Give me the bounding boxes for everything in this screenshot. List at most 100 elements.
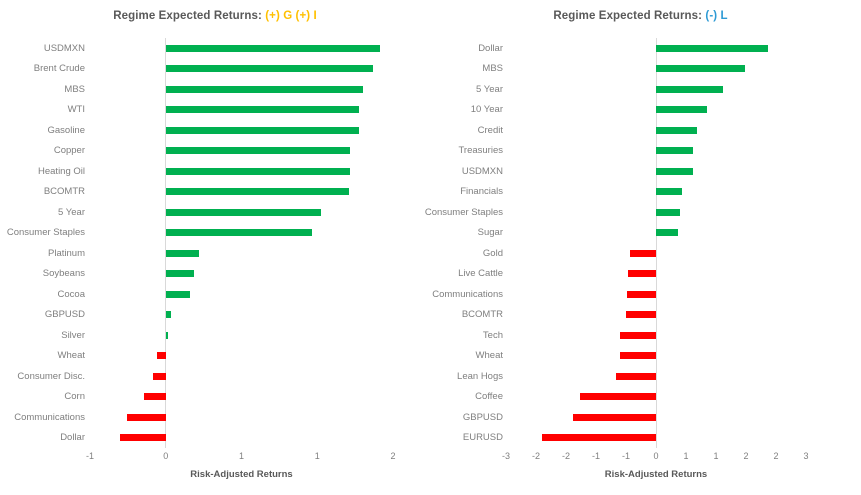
x-tick-label: 1 xyxy=(314,451,320,461)
x-tick-label: 2 xyxy=(743,451,749,461)
chart-title: Regime Expected Returns: (-) L xyxy=(420,10,861,22)
bar-dollar xyxy=(120,434,166,442)
bar-gbpusd xyxy=(573,413,656,421)
category-label: Gold xyxy=(482,247,503,259)
category-label: Corn xyxy=(64,391,85,403)
bar-copper xyxy=(165,147,351,155)
bar-consumer-staples xyxy=(165,229,313,237)
category-label: Wheat xyxy=(475,350,503,362)
x-tick-label: -2 xyxy=(561,451,571,461)
category-label: Silver xyxy=(61,329,85,341)
category-label: Platinum xyxy=(48,247,85,259)
bar-mbs xyxy=(165,85,363,93)
category-label: Soybeans xyxy=(42,268,85,280)
bar-soybeans xyxy=(165,270,194,278)
category-label: Heating Oil xyxy=(38,165,85,177)
x-tick-label: -1 xyxy=(591,451,601,461)
x-tick-label: -1 xyxy=(85,451,95,461)
category-label: Cocoa xyxy=(57,288,85,300)
bar-corn xyxy=(144,393,166,401)
category-label: Brent Crude xyxy=(33,63,85,75)
category-label: Treasuries xyxy=(458,145,503,157)
chart-title: Regime Expected Returns: (+) G (+) I xyxy=(0,10,430,22)
category-label: WTI xyxy=(67,104,85,116)
bar-brent-crude xyxy=(165,65,373,73)
category-label: MBS xyxy=(482,63,503,75)
bar-coffee xyxy=(579,393,656,401)
category-label: Communications xyxy=(14,411,85,423)
category-label: Consumer Staples xyxy=(6,227,85,239)
bar-dollar xyxy=(656,44,768,52)
bar-lean-hogs xyxy=(615,372,656,380)
bar-5-year xyxy=(165,208,322,216)
bar-eurusd xyxy=(542,434,656,442)
bar-usdmxn xyxy=(656,167,693,175)
zero-axis-line xyxy=(655,38,657,448)
x-tick-label: 1 xyxy=(683,451,689,461)
x-axis-title: Risk-Adjusted Returns xyxy=(604,469,708,480)
category-label: Tech xyxy=(482,329,503,341)
category-label: Consumer Staples xyxy=(424,206,503,218)
bar-sugar xyxy=(656,229,678,237)
bar-wti xyxy=(165,106,359,114)
x-tick-label: 0 xyxy=(653,451,659,461)
category-label: GBPUSD xyxy=(462,411,503,423)
category-label: 5 Year xyxy=(58,206,85,218)
zero-axis-line xyxy=(165,38,167,448)
bar-platinum xyxy=(165,249,199,257)
category-label: Credit xyxy=(477,124,503,136)
chart-title-accent: (+) G (+) I xyxy=(265,10,317,22)
category-label: Lean Hogs xyxy=(457,370,503,382)
chart-title-accent: (-) L xyxy=(705,10,728,22)
bar-consumer-staples xyxy=(656,208,680,216)
x-tick-label: 3 xyxy=(803,451,809,461)
bar-bcomtr xyxy=(626,311,656,319)
category-label: Dollar xyxy=(60,432,85,444)
category-label: BCOMTR xyxy=(43,186,85,198)
category-label: 5 Year xyxy=(476,83,503,95)
category-label: GBPUSD xyxy=(44,309,85,321)
x-axis-title: Risk-Adjusted Returns xyxy=(190,469,293,480)
bar-usdmxn xyxy=(165,44,381,52)
bar-heating-oil xyxy=(165,167,351,175)
bar-10-year xyxy=(656,106,707,114)
category-label: Wheat xyxy=(57,350,85,362)
bar-communications xyxy=(126,413,166,421)
bar-financials xyxy=(656,188,682,196)
category-label: Financials xyxy=(460,186,503,198)
x-tick-label: 0 xyxy=(163,451,169,461)
bar-silver xyxy=(165,331,169,339)
x-tick-label: 1 xyxy=(713,451,719,461)
category-label: Live Cattle xyxy=(458,268,503,280)
bar-wheat xyxy=(620,352,656,360)
bar-treasuries xyxy=(656,147,693,155)
x-tick-label: 2 xyxy=(773,451,779,461)
bar-tech xyxy=(620,331,656,339)
category-label: Sugar xyxy=(477,227,503,239)
bar-consumer-disc- xyxy=(153,372,166,380)
x-tick-label: -1 xyxy=(621,451,631,461)
bar-gbpusd xyxy=(165,311,171,319)
x-tick-label: 2 xyxy=(390,451,396,461)
chart-regime-l: Regime Expected Returns: (-) L Dollar MBS… xyxy=(420,0,861,495)
x-tick-label: -2 xyxy=(531,451,541,461)
category-label: Coffee xyxy=(475,391,503,403)
bar-cocoa xyxy=(165,290,190,298)
bar-communications xyxy=(627,290,656,298)
category-label: 10 Year xyxy=(470,104,503,116)
bar-gold xyxy=(629,249,656,257)
bar-wheat xyxy=(156,352,166,360)
category-label: Gasoline xyxy=(47,124,86,136)
category-label: Consumer Disc. xyxy=(17,370,85,382)
chart-regime-gi: Regime Expected Returns: (+) G (+) I USD… xyxy=(0,0,430,495)
chart-title-prefix: Regime Expected Returns: xyxy=(113,10,266,22)
bar-mbs xyxy=(656,65,745,73)
x-tick-label: 1 xyxy=(238,451,245,461)
category-label: BCOMTR xyxy=(461,309,503,321)
category-label: USDMXN xyxy=(461,165,503,177)
category-label: MBS xyxy=(64,83,85,95)
bar-5-year xyxy=(656,85,723,93)
bar-gasoline xyxy=(165,126,359,134)
bar-credit xyxy=(656,126,697,134)
